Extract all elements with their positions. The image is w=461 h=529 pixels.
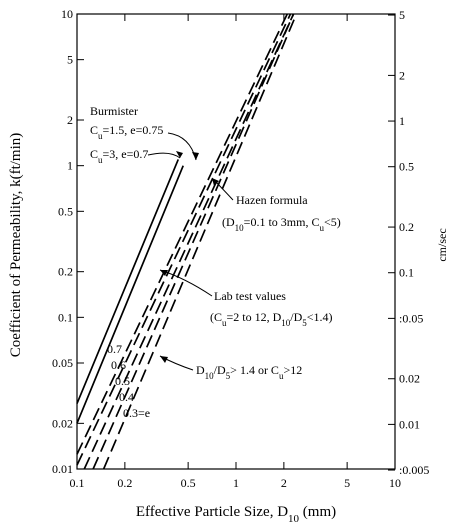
y-tick-label: 2 [67,113,73,127]
y2-axis-title: cm/sec [435,228,449,261]
y2-tick-label: 0.1 [399,266,414,280]
x-tick-label: 0.5 [181,476,196,490]
y2-tick-label: 1 [399,114,405,128]
burmister-cu3-leader [147,152,181,159]
x-tick-label: 10 [389,476,401,490]
y-tick-label: 10 [61,7,73,21]
x-tick-label: 5 [344,476,350,490]
void-ratio-label: 0.6 [111,358,126,372]
void-ratio-label: 0.4 [119,390,134,404]
burmister-cu15-label: Cu=1.5, e=0.75 [90,123,163,141]
y2-tick-label: 0.5 [399,160,414,174]
x-tick-label: 0.2 [117,476,132,490]
y-tick-label: 0.01 [52,462,73,476]
lab-title: Lab test values [214,289,286,303]
burmister-leader-arrow [192,152,199,160]
y-axis-title: Coefficient of Permeability, k(ft/min) [8,133,24,358]
dashed-series-line [83,13,295,470]
void-ratio-label: 0.3=e [123,406,150,420]
void-ratio-label: 0.5 [115,374,130,388]
y2-tick-label: 0.2 [399,220,414,234]
x-tick-label: 0.1 [70,476,85,490]
hazen-leader-arrow [212,178,219,186]
x-axis-title: Effective Particle Size, D10 (mm) [136,504,336,525]
y2-tick-label: :0.05 [399,311,423,325]
lab-range: (Cu=2 to 12, D10/D5<1.4) [210,310,333,328]
x-tick-label: 2 [281,476,287,490]
y2-tick-label: 0.02 [399,372,420,386]
y2-tick-label: 0.01 [399,417,420,431]
lab-leader-arrow [160,270,168,276]
void-ratio-label: 0.7 [107,342,122,356]
dashed-series-line [102,13,298,470]
hazen-title: Hazen formula [236,193,308,207]
y-tick-label: 0.1 [58,310,73,324]
ratio-leader-arrow [160,356,168,363]
y2-tick-label: :0.005 [399,463,429,477]
dashed-series-line [76,13,288,455]
series-layer: 0.7 0.6 0.5 0.4 0.3=e [76,13,298,470]
burmister-cu3-arrow [176,151,183,158]
x-tick-label: 1 [233,476,239,490]
y-tick-label: 0.05 [52,356,73,370]
solid-series-line [76,159,180,404]
y-tick-label: 0.2 [58,265,73,279]
hazen-range: (D10=0.1 to 3mm, Cu<5) [222,215,341,233]
y-tick-label: 0.5 [58,204,73,218]
y2-tick-label: 5 [399,8,405,22]
dashed-series-line [92,13,295,470]
solid-series-line [76,165,184,424]
burmister-cu3-label: Cu=3, e=0.7 [90,147,148,165]
burmister-label: Burmister [90,104,138,118]
y-tick-label: 0.02 [52,416,73,430]
ratio-label: D10/D5> 1.4 or Cu>12 [196,363,302,381]
y2-tick-label: 2 [399,68,405,82]
y-tick-label: 1 [67,159,73,173]
burmister-leader [167,132,197,161]
y-tick-label: 5 [67,53,73,67]
dashed-series-line [76,13,292,466]
ticks-layer: 0.1 0.2 0.5 1 2 5 100.010.020.050.10.20.512510… [52,7,429,490]
